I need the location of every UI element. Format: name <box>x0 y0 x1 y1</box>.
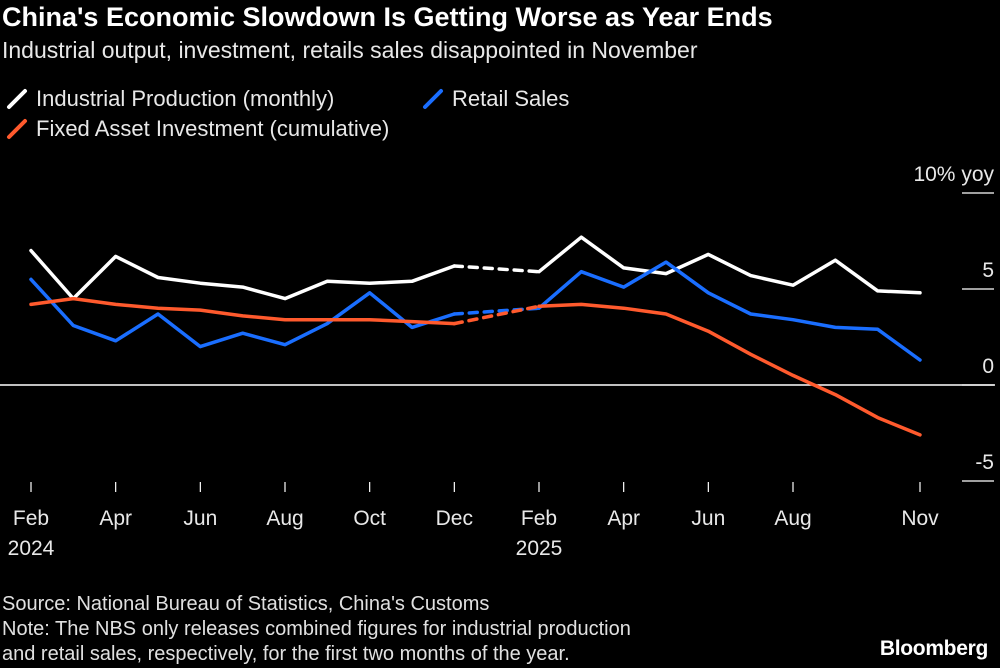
y-tick-label: 0 <box>982 355 994 378</box>
x-tick-label: Oct <box>353 507 386 530</box>
series-line-0-dashed-gap <box>452 264 541 274</box>
x-tick-year-label: 2025 <box>516 537 563 560</box>
legend-item-fixed-asset-investment: Fixed Asset Investment (cumulative) <box>6 116 389 142</box>
x-tick-year-label: 2024 <box>8 537 55 560</box>
series-line-2-part-2 <box>537 302 922 437</box>
chart-subtitle: Industrial output, investment, retails s… <box>2 37 698 63</box>
legend-label-industrial-production: Industrial Production (monthly) <box>36 86 335 111</box>
chart-title: China's Economic Slowdown Is Getting Wor… <box>2 2 773 32</box>
x-tick-label: Aug <box>774 507 811 530</box>
legend-swatch-retail-sales <box>422 88 444 110</box>
legend-label-retail-sales: Retail Sales <box>452 86 570 111</box>
x-tick-label: Apr <box>607 507 640 530</box>
line-chart: 10% yoy 5 0 -5 Feb 2024 Apr Jun Aug Oct Dec Feb 2025… <box>0 163 995 560</box>
bloomberg-logo: Bloomberg <box>879 637 988 660</box>
series-line-2-part-1 <box>29 296 457 326</box>
series-line-1-part-1 <box>29 277 457 349</box>
series-line-1-part-2 <box>537 260 922 362</box>
x-tick-label: Jun <box>183 507 217 530</box>
y-tick-label: -5 <box>975 451 994 474</box>
legend-item-industrial-production: Industrial Production (monthly) <box>6 86 334 112</box>
y-tick-label: 5 <box>982 259 994 282</box>
x-tick-label: Jun <box>691 507 725 530</box>
legend-swatch-industrial-production <box>6 88 28 110</box>
series-line-0-part-1 <box>29 248 457 301</box>
legend-label-fixed-asset-investment: Fixed Asset Investment (cumulative) <box>36 116 390 141</box>
series-line-0-part-2 <box>537 235 922 295</box>
x-tick-label: Feb <box>13 507 49 530</box>
x-tick-label: Dec <box>436 507 473 530</box>
footnote-line-2: and retail sales, respectively, for the … <box>2 643 570 665</box>
x-tick-label: Apr <box>99 507 132 530</box>
x-tick-label: Nov <box>901 507 939 530</box>
series-line-1-dashed-gap <box>452 306 541 316</box>
series-line-2-dashed-gap <box>452 304 541 326</box>
x-tick-label: Feb <box>521 507 557 530</box>
x-tick-label: Aug <box>266 507 303 530</box>
y-tick-label: 10% yoy <box>913 163 994 186</box>
footnote-line-1: Note: The NBS only releases combined fig… <box>2 618 631 640</box>
source-note: Source: National Bureau of Statistics, C… <box>2 593 490 615</box>
legend-item-retail-sales: Retail Sales <box>422 86 569 112</box>
legend-swatch-fixed-asset-investment <box>6 118 28 140</box>
